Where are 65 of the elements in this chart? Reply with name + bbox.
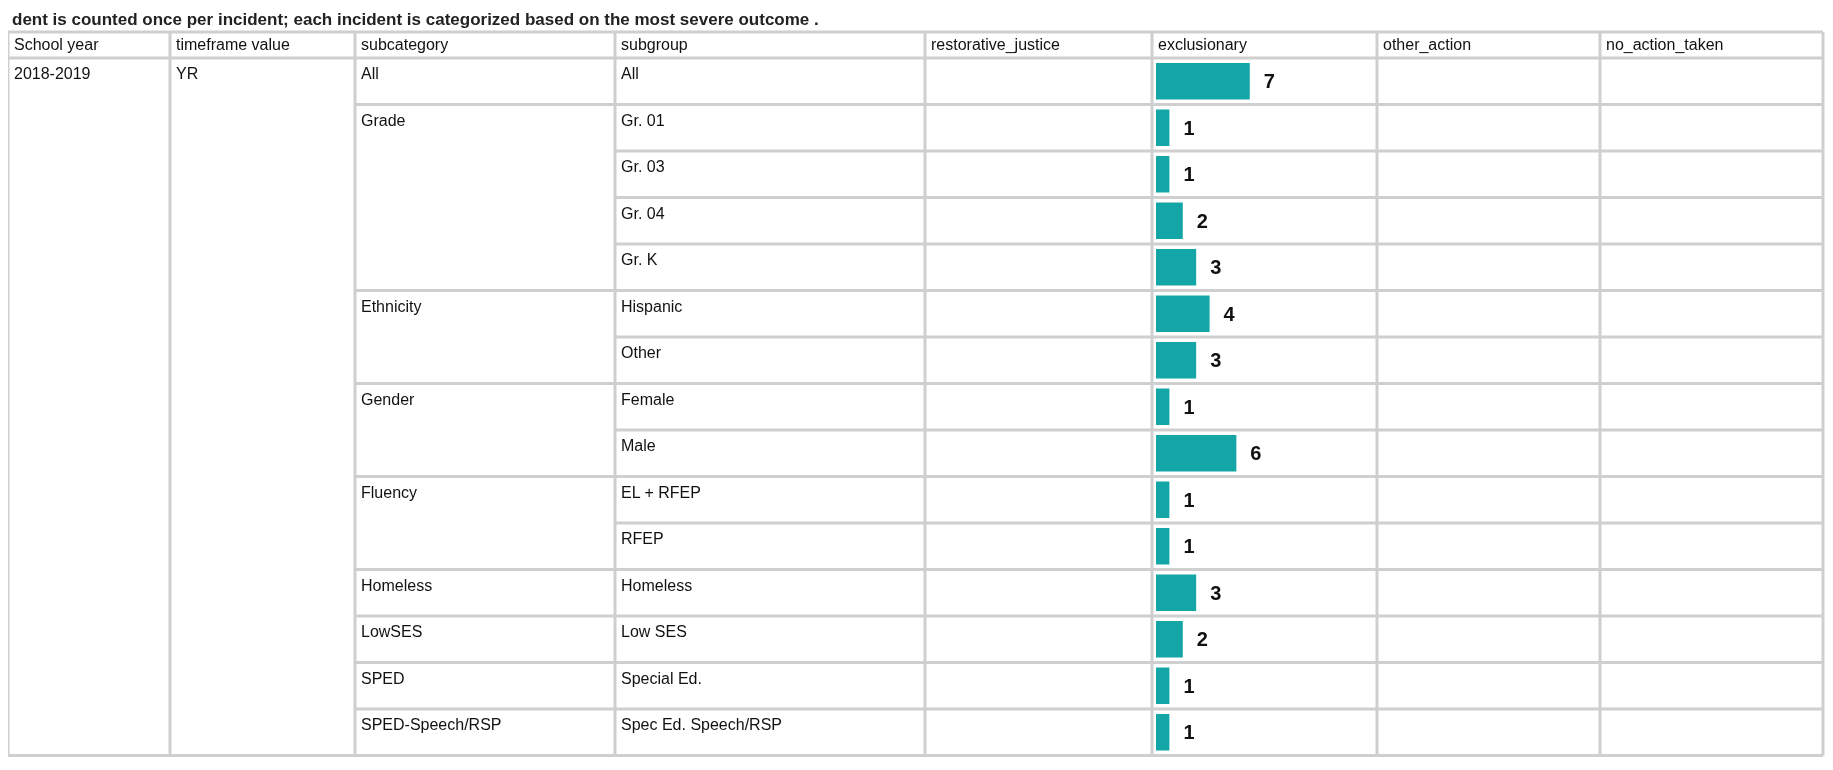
data-label: 3: [1210, 256, 1222, 279]
data-label: 1: [1183, 674, 1195, 697]
bar: [1156, 342, 1197, 379]
data-label: 2: [1196, 209, 1208, 232]
y-tick-label: Gr. K: [621, 251, 658, 268]
data-label: 4: [1223, 302, 1236, 325]
x-axis-title: exclusionary: [1158, 36, 1247, 53]
y-tick-label: Male: [621, 437, 656, 454]
text: Ethnicity: [361, 297, 422, 315]
text: subcategory: [361, 36, 449, 53]
text: Fluency: [361, 483, 418, 501]
bar: [1156, 63, 1250, 100]
text: SPED: [361, 669, 405, 687]
bar: [1156, 109, 1170, 146]
data-label: 1: [1183, 116, 1195, 139]
y-tick-label: Gr. 03: [621, 158, 665, 175]
text: Homeless: [361, 576, 433, 594]
text: 2018-2019: [14, 65, 91, 82]
text: SPED-Speech/RSP: [361, 716, 502, 733]
y-tick-label: EL + RFEP: [621, 483, 701, 501]
text: no_action_taken: [1606, 36, 1724, 54]
bar: [1156, 667, 1170, 704]
data-label: 2: [1196, 628, 1208, 651]
bar: [1156, 156, 1170, 193]
bar: [1156, 388, 1170, 425]
y-tick-label: Gr. 04: [621, 204, 665, 222]
data-label: 1: [1183, 535, 1195, 558]
data-label: 1: [1183, 395, 1195, 418]
data-label: 1: [1183, 163, 1195, 186]
text: Grade: [361, 111, 406, 129]
bar: [1156, 202, 1183, 239]
y-tick-label: Low SES: [621, 623, 687, 640]
y-tick-label: Homeless: [621, 576, 693, 594]
y-tick-label: Female: [621, 390, 675, 408]
text: YR: [176, 65, 199, 82]
y-tick-label: All: [621, 65, 639, 82]
data-label: 3: [1210, 581, 1222, 604]
text: timeframe value: [176, 36, 290, 53]
text: School year: [14, 36, 100, 53]
text: restorative_justice: [931, 36, 1061, 54]
data-label: 3: [1210, 349, 1222, 372]
text: All: [361, 65, 379, 82]
y-tick-label: Special Ed.: [621, 669, 702, 687]
y-tick-label: Spec Ed. Speech/RSP: [621, 716, 782, 733]
data-label: 1: [1183, 488, 1195, 511]
y-tick-label: Hispanic: [621, 297, 683, 315]
bar: [1156, 574, 1197, 611]
data-label: 7: [1263, 70, 1275, 93]
text: other_action: [1383, 36, 1472, 54]
y-tick-label: RFEP: [621, 530, 664, 547]
text: LowSES: [361, 623, 423, 640]
data-label: 6: [1250, 442, 1262, 465]
text: Gender: [361, 390, 416, 408]
bar: [1156, 481, 1170, 518]
bar: [1156, 714, 1170, 751]
bar: [1156, 621, 1183, 658]
bar: [1156, 249, 1197, 286]
text: dent is counted once per incident; each incident is categorized based on the most severe outcome .: [12, 10, 819, 29]
data-label: 1: [1183, 721, 1195, 744]
bar: [1156, 435, 1237, 472]
y-tick-label: Gr. 01: [621, 111, 665, 129]
bar: [1156, 528, 1170, 565]
bar: [1156, 295, 1210, 332]
y-tick-label: Other: [621, 344, 662, 361]
y-axis-title: subgroup: [621, 36, 688, 53]
